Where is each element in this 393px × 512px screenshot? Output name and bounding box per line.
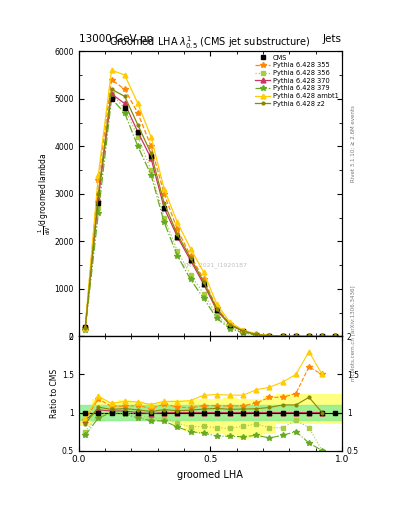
Y-axis label: Ratio to CMS: Ratio to CMS [50,369,59,418]
Bar [316,394,329,424]
Bar [118,399,131,415]
Bar [171,399,184,425]
Bar [276,394,289,424]
Text: Rivet 3.1.10; ≥ 2.6M events: Rivet 3.1.10; ≥ 2.6M events [351,105,356,182]
Text: mcplots.cern.ch [arXiv:1306.3436]: mcplots.cern.ch [arXiv:1306.3436] [351,285,356,380]
Bar [92,399,105,422]
Bar [105,402,118,416]
Bar [210,399,223,434]
Text: Jets: Jets [323,33,342,44]
Legend: CMS, Pythia 6.428 355, Pythia 6.428 356, Pythia 6.428 370, Pythia 6.428 379, Pyt: CMS, Pythia 6.428 355, Pythia 6.428 356,… [254,53,340,108]
Bar [197,399,210,434]
X-axis label: groomed LHA: groomed LHA [177,470,243,480]
Bar [237,399,250,439]
Bar [145,403,158,420]
Y-axis label: $\frac{1}{\mathrm{d}N} / \mathrm{d\,groomed\,lambda}$: $\frac{1}{\mathrm{d}N} / \mathrm{d\,groo… [37,153,53,235]
Bar [184,399,197,431]
Bar [289,394,303,424]
Title: Groomed LHA $\lambda^{1}_{0.5}$ (CMS jet substructure): Groomed LHA $\lambda^{1}_{0.5}$ (CMS jet… [110,34,311,51]
Bar [329,394,342,424]
Text: CMS_2021_I1920187: CMS_2021_I1920187 [183,262,248,268]
Bar [250,399,263,438]
Bar [131,401,145,416]
Bar [158,402,171,422]
Bar [79,413,92,426]
Bar [263,396,276,434]
Bar [223,397,237,435]
Text: 13000 GeV pp: 13000 GeV pp [79,33,153,44]
Bar [303,394,316,424]
